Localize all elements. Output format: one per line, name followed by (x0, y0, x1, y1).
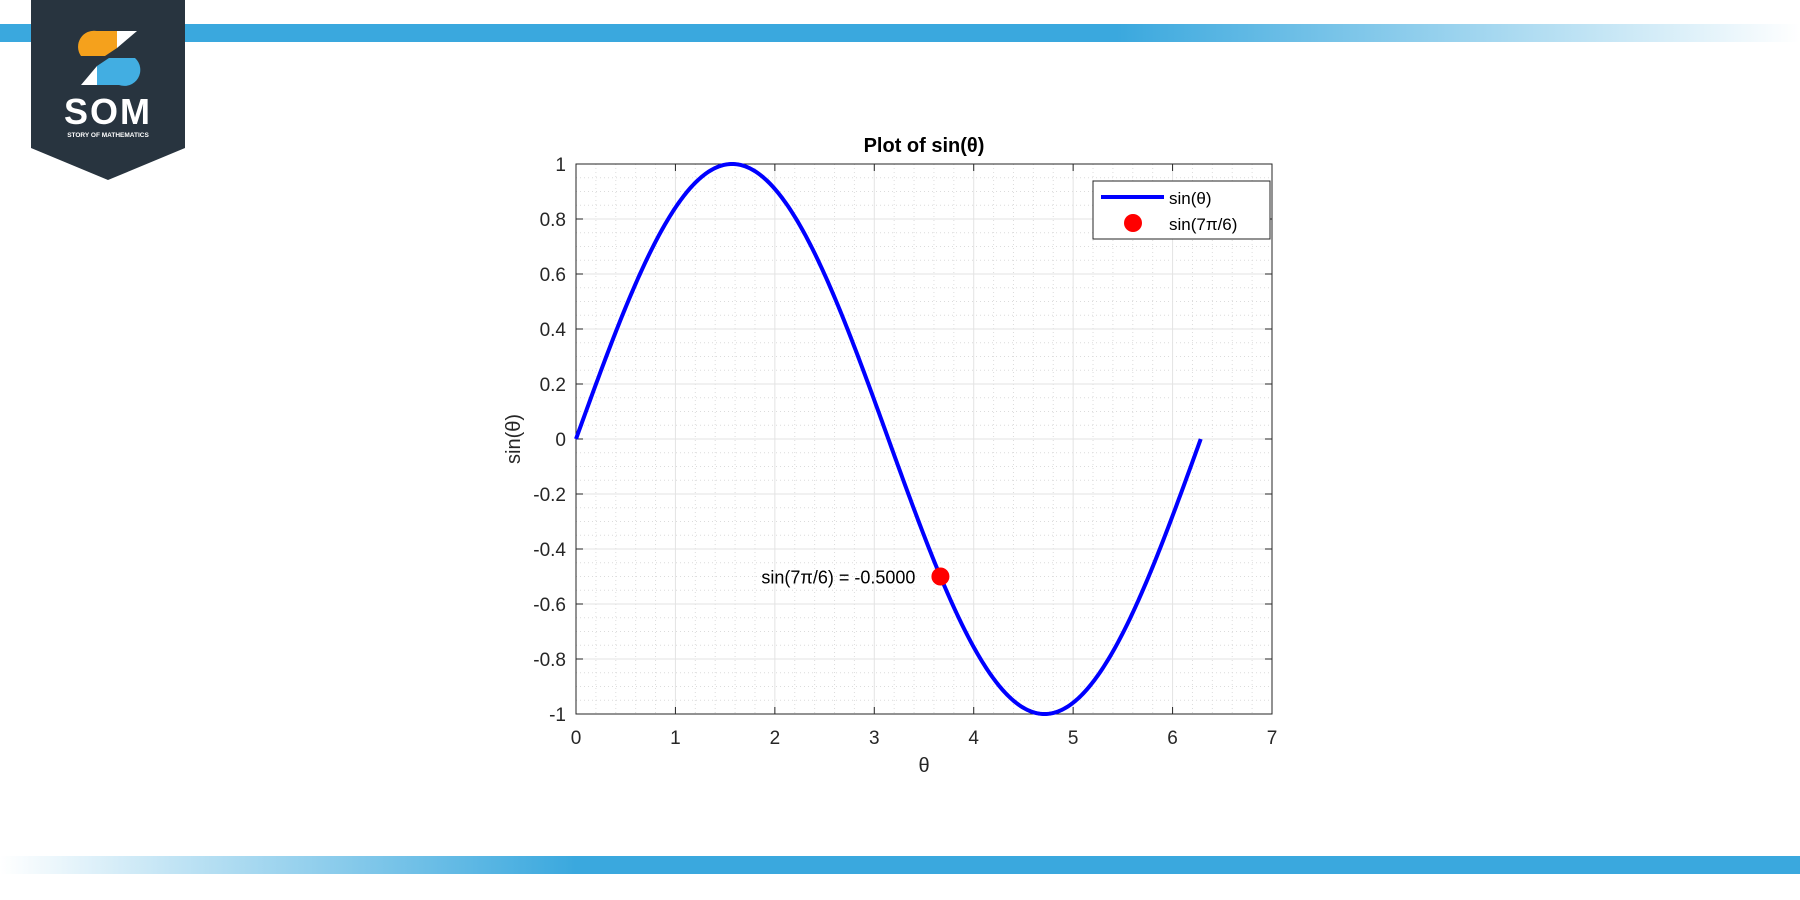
y-tick-label: -0.6 (533, 595, 566, 616)
legend-box (1092, 180, 1271, 240)
logo-white-bottom-shape (81, 66, 97, 85)
legend-marker-swatch (1124, 214, 1142, 232)
logo-blue-shape (97, 58, 141, 86)
x-tick-label: 2 (770, 728, 781, 749)
logo-mark-icon (78, 30, 141, 86)
y-tick-label: -0.4 (533, 540, 566, 561)
logo-orange-shape (78, 30, 117, 56)
x-tick-label: 7 (1267, 728, 1278, 749)
y-tick-label: 0.2 (540, 375, 566, 396)
bottom-accent-stripe (0, 856, 1800, 874)
top-accent-stripe (0, 24, 1800, 42)
x-tick-label: 6 (1167, 728, 1178, 749)
y-axis-label: sin(θ) (503, 414, 525, 464)
y-tick-label: -0.2 (533, 485, 566, 506)
legend: sin(θ) sin(7π/6) (1092, 180, 1271, 240)
x-tick-label: 1 (670, 728, 681, 749)
x-tick-label: 4 (968, 728, 979, 749)
y-tick-label: 0.6 (540, 265, 566, 286)
logo-badge-background (31, 0, 185, 180)
x-tick-label: 0 (571, 728, 582, 749)
y-tick-label: 0.4 (540, 320, 567, 341)
x-tick-label: 5 (1068, 728, 1079, 749)
legend-entry-sine: sin(θ) (1169, 189, 1212, 208)
y-tick-label: 0.8 (540, 210, 566, 231)
logo-tagline: STORY OF MATHEMATICS (67, 132, 149, 139)
sin-7pi-6-marker (931, 567, 950, 586)
y-tick-label: 0 (555, 430, 566, 451)
sine-series-line (574, 162, 1203, 716)
y-tick-label: -1 (549, 705, 566, 726)
x-axis-label: θ (918, 755, 929, 777)
y-tick-label: 1 (555, 155, 566, 176)
legend-entry-marker: sin(7π/6) (1169, 215, 1237, 234)
x-tick-labels: 0 1 2 3 4 5 6 7 (571, 728, 1278, 749)
minor-grid (576, 164, 1272, 714)
y-tick-label: -0.8 (533, 650, 566, 671)
marker-annotation: sin(7π/6) = -0.5000 (761, 568, 915, 588)
som-logo-badge: SOM STORY OF MATHEMATICS (31, 0, 185, 180)
logo-name: SOM (64, 91, 152, 132)
y-tick-labels: 1 0.8 0.6 0.4 0.2 0 -0.2 -0.4 -0.6 -0.8 -1 (533, 155, 566, 726)
logo-white-top-shape (117, 31, 137, 48)
chart-title: Plot of sin(θ) (864, 135, 985, 157)
x-tick-label: 3 (869, 728, 880, 749)
